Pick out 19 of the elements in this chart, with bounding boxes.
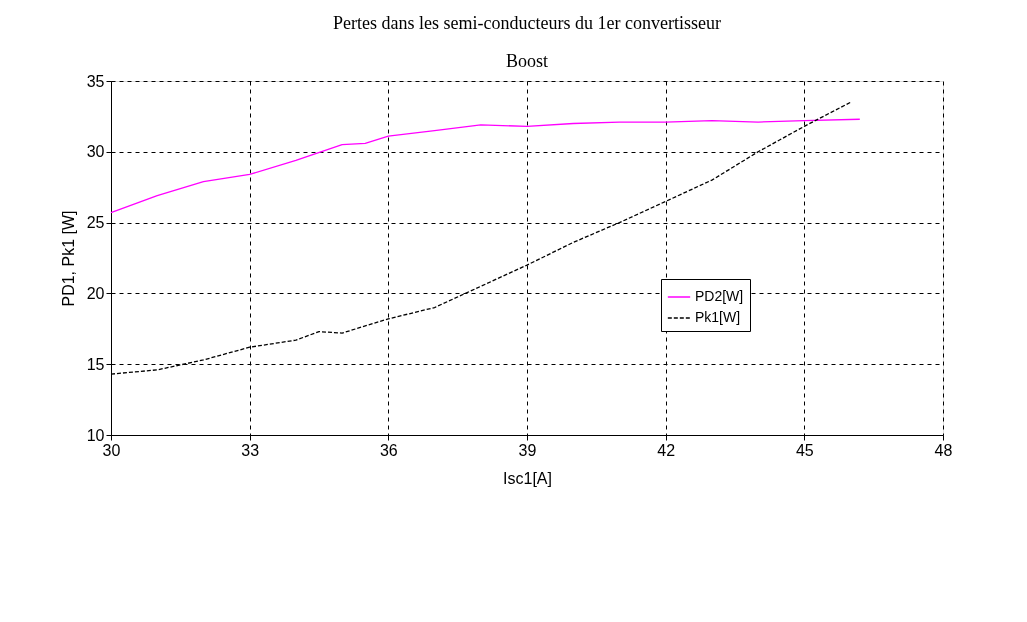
y-tick-label: 15 xyxy=(86,355,105,373)
y-tick-label: 25 xyxy=(86,214,105,232)
legend-label: PD2[W] xyxy=(695,288,744,304)
y-tick-label: 30 xyxy=(86,143,105,161)
x-tick-label: 30 xyxy=(102,441,121,459)
legend-label: Pk1[W] xyxy=(695,309,741,325)
x-axis-title: Isc1[A] xyxy=(503,469,552,487)
y-axis-title: PD1, Pk1 [W] xyxy=(59,210,77,307)
y-tick-label: 35 xyxy=(86,72,105,90)
x-tick-label: 45 xyxy=(795,441,814,459)
x-tick-label: 33 xyxy=(241,441,260,459)
x-tick-label: 36 xyxy=(379,441,398,459)
x-tick-label: 48 xyxy=(934,441,953,459)
x-tick-label: 42 xyxy=(657,441,676,459)
chart-title: Pertes dans les semi-conducteurs du 1er convertisseur Boost xyxy=(333,13,721,71)
line-series xyxy=(110,118,861,214)
y-tick-label: 20 xyxy=(86,284,105,302)
y-tick-label: 10 xyxy=(86,426,105,444)
x-tick-label: 39 xyxy=(518,441,537,459)
